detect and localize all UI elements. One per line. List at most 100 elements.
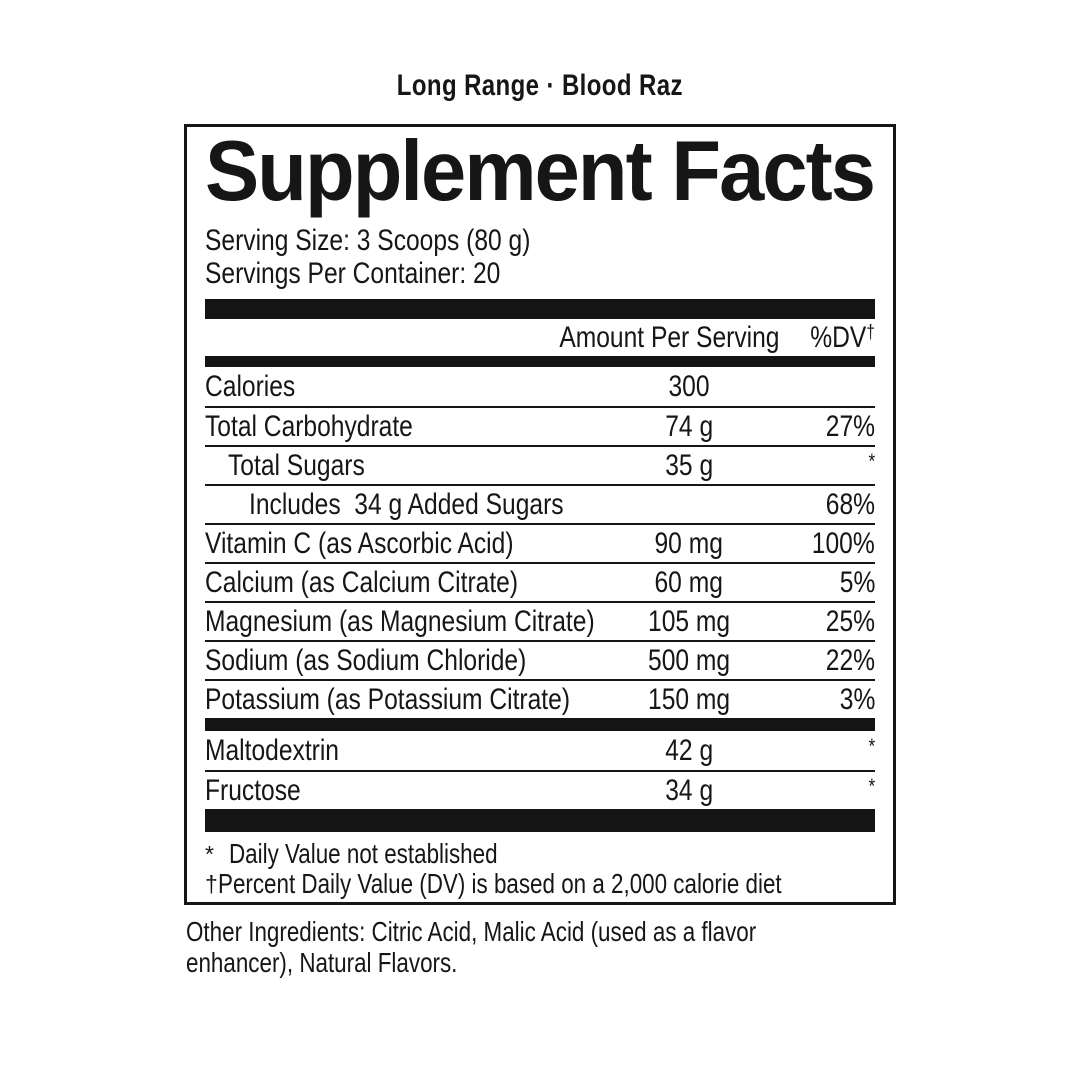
nutrient-amount-text: 35 g	[665, 448, 713, 482]
nutrient-amount-text: 150 mg	[647, 682, 731, 716]
nutrient-amount-text: 500 mg	[647, 643, 731, 677]
table-row: Sodium (as Sodium Chloride) 500 mg 22%	[205, 640, 875, 679]
nutrient-amount-text: 74 g	[665, 409, 713, 443]
footnote-text-inner: Percent Daily Value (DV) is based on a 2…	[217, 868, 782, 899]
supplement-facts-panel: Supplement Facts Serving Size: 3 Scoops …	[184, 124, 896, 905]
nutrient-amount: 150 mg	[599, 683, 779, 717]
nutrient-dv-text: 68%	[825, 487, 875, 521]
table-row: Potassium (as Potassium Citrate) 150 mg 3%	[205, 679, 875, 718]
other-ingredients-line-2: enhancer), Natural Flavors.	[186, 947, 458, 978]
nutrient-name: Calories	[205, 370, 599, 404]
nutrient-name-text: Includes 34 g Added Sugars	[249, 487, 564, 521]
supplement-facts-title-text: Supplement Facts	[205, 124, 876, 219]
footnote-marker: †	[205, 871, 218, 897]
table-row: Total Carbohydrate 74 g 27%	[205, 406, 875, 445]
nutrient-amount: 34 g	[599, 774, 779, 808]
product-flavor-title: Long Range · Blood Raz	[0, 68, 1080, 104]
nutrient-dv-text: 3%	[839, 682, 875, 716]
nutrient-name: Fructose	[205, 774, 599, 808]
nutrient-name: Potassium (as Potassium Citrate)	[205, 683, 599, 717]
nutrient-amount-text: 90 mg	[654, 526, 724, 560]
other-ingredients: Other Ingredients: Citric Acid, Malic Ac…	[186, 916, 899, 978]
serving-size-text: Serving Size: 3 Scoops (80 g)	[205, 224, 531, 257]
nutrient-amount-text: 300	[668, 369, 710, 403]
nutrient-name: Includes 34 g Added Sugars	[205, 488, 599, 522]
divider-bar-top	[205, 299, 875, 319]
serving-size-line: Serving Size: 3 Scoops (80 g)	[205, 224, 875, 257]
table-row: Calcium (as Calcium Citrate) 60 mg 5%	[205, 562, 875, 601]
nutrient-name-text: Potassium (as Potassium Citrate)	[205, 682, 571, 716]
nutrient-dv-text: 22%	[825, 643, 875, 677]
nutrient-dv: *	[779, 449, 875, 483]
nutrient-name-text: Sodium (as Sodium Chloride)	[205, 643, 527, 677]
nutrient-amount: 105 mg	[599, 605, 779, 639]
nutrient-name: Magnesium (as Magnesium Citrate)	[205, 605, 599, 639]
footnote-line: † Percent Daily Value (DV) is based on a …	[205, 869, 875, 899]
table-row: Fructose 34 g *	[205, 770, 875, 809]
footnote-marker: *	[205, 841, 214, 867]
nutrient-dv: 27%	[779, 410, 875, 444]
nutrient-dv-text: 100%	[812, 526, 875, 560]
nutrient-name-text: Total Sugars	[228, 448, 365, 482]
nutrient-name: Vitamin C (as Ascorbic Acid)	[205, 527, 599, 561]
footnotes: * Daily Value not established † Percent Dai…	[205, 839, 875, 899]
footnote-text: Percent Daily Value (DV) is based on a 2…	[218, 869, 923, 899]
nutrient-amount: 300	[599, 370, 779, 404]
servings-per-container-line: Servings Per Container: 20	[205, 257, 875, 290]
table-row: Total Sugars 35 g *	[205, 445, 875, 484]
nutrient-dv-text: *	[868, 449, 875, 473]
nutrient-name-text: Fructose	[205, 773, 301, 807]
nutrient-dv: 5%	[779, 566, 875, 600]
nutrient-amount: 500 mg	[599, 644, 779, 678]
nutrient-name-text: Magnesium (as Magnesium Citrate)	[205, 604, 595, 638]
nutrient-dv-text: 27%	[825, 409, 875, 443]
nutrient-rows-other: Maltodextrin 42 g * Fructose 34 g *	[205, 731, 875, 809]
nutrient-amount: 60 mg	[599, 566, 779, 600]
nutrient-amount-text: 42 g	[665, 733, 713, 767]
nutrient-amount: 35 g	[599, 449, 779, 483]
amount-per-serving-header: Amount Per Serving	[558, 320, 779, 354]
column-header-row: Amount Per Serving %DV†	[205, 319, 875, 356]
product-flavor-title-text: Long Range · Blood Raz	[396, 69, 684, 102]
table-row: Vitamin C (as Ascorbic Acid) 90 mg 100%	[205, 523, 875, 562]
nutrient-dv-text: *	[868, 734, 875, 758]
dv-dagger-marker: †	[866, 321, 875, 343]
table-row: Magnesium (as Magnesium Citrate) 105 mg 25…	[205, 601, 875, 640]
nutrient-rows-main: Calories 300 Total Carbohydrate 74 g 27% Tota…	[205, 367, 875, 718]
nutrient-amount: 42 g	[599, 734, 779, 768]
nutrient-dv: *	[779, 774, 875, 808]
nutrient-name: Total Sugars	[205, 449, 599, 483]
divider-bar-header	[205, 356, 875, 367]
serving-info: Serving Size: 3 Scoops (80 g) Servings P…	[205, 224, 875, 290]
footnote-line: * Daily Value not established	[205, 839, 875, 869]
nutrient-name: Maltodextrin	[205, 734, 599, 768]
nutrient-dv: *	[779, 734, 875, 768]
nutrient-amount: 74 g	[599, 410, 779, 444]
nutrient-name-text: Maltodextrin	[205, 733, 339, 767]
nutrient-amount-text: 34 g	[665, 773, 713, 807]
percent-dv-header: %DV†	[810, 320, 875, 354]
nutrient-name-text: Calories	[205, 369, 296, 403]
divider-bar-bottom	[205, 809, 875, 832]
nutrient-dv-text: *	[868, 774, 875, 798]
divider-bar-middle	[205, 718, 875, 731]
footnote-text-inner: Daily Value not established	[229, 838, 498, 869]
nutrient-amount: 90 mg	[599, 527, 779, 561]
footnote-text: Daily Value not established	[229, 839, 565, 869]
table-row: Calories 300	[205, 367, 875, 406]
nutrient-dv-text: 25%	[825, 604, 875, 638]
nutrient-name: Sodium (as Sodium Chloride)	[205, 644, 599, 678]
supplement-facts-title: Supplement Facts	[205, 124, 876, 219]
table-row: Includes 34 g Added Sugars 68%	[205, 484, 875, 523]
servings-per-container-text: Servings Per Container: 20	[205, 257, 501, 290]
other-ingredients-line-1: Other Ingredients: Citric Acid, Malic Ac…	[186, 916, 757, 947]
nutrient-amount-text: 105 mg	[647, 604, 731, 638]
nutrient-dv: 100%	[779, 527, 875, 561]
nutrient-amount-text: 60 mg	[654, 565, 724, 599]
nutrient-name: Total Carbohydrate	[205, 410, 599, 444]
nutrient-name-text: Total Carbohydrate	[205, 409, 413, 443]
nutrient-dv: 25%	[779, 605, 875, 639]
nutrient-dv: 68%	[779, 488, 875, 522]
nutrient-name: Calcium (as Calcium Citrate)	[205, 566, 599, 600]
nutrient-dv-text: 5%	[839, 565, 875, 599]
